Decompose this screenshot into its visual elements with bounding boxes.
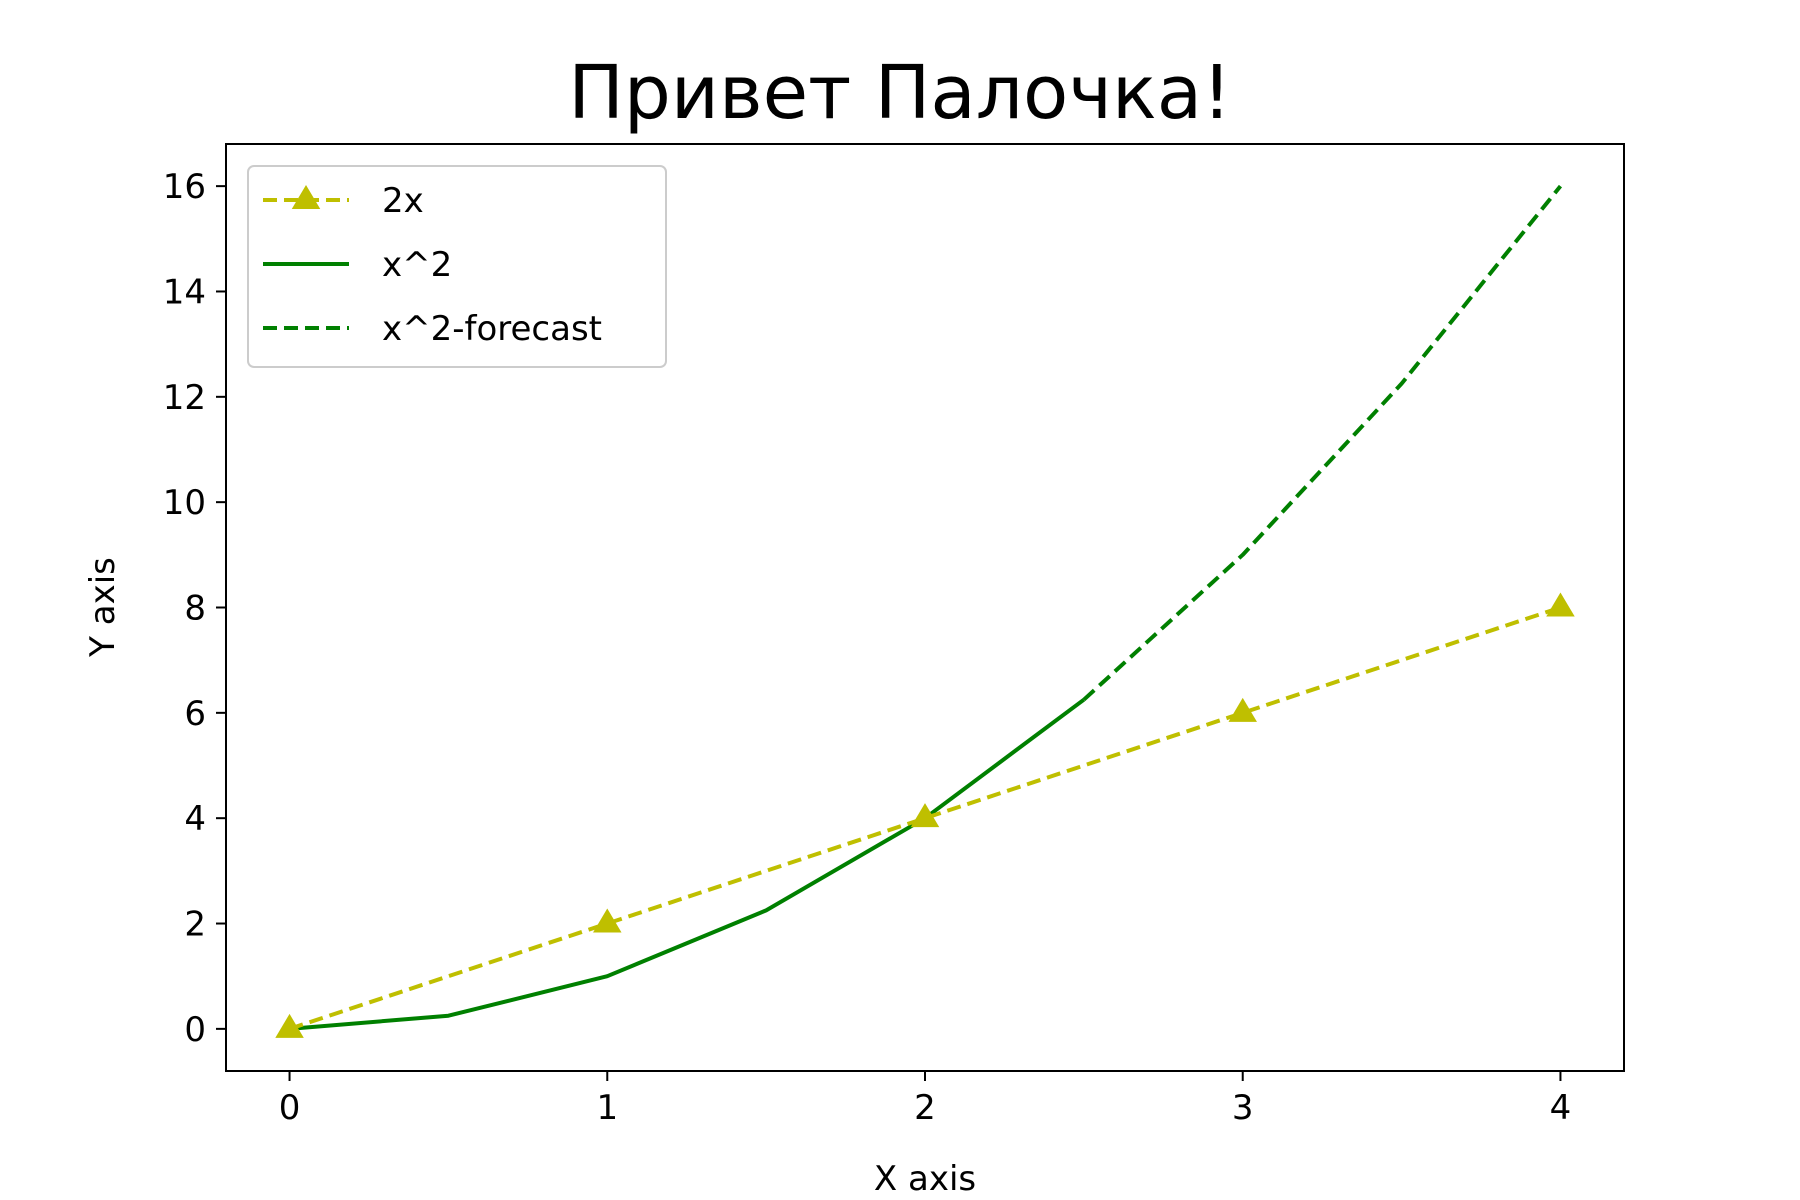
y-tick-label: 10 [163, 483, 206, 523]
x-axis-label: X axis [874, 1159, 976, 1199]
series-line-x-2 [289, 698, 1086, 1031]
x-tick-label: 3 [1232, 1088, 1254, 1128]
y-tick-label: 8 [184, 589, 206, 629]
data-point-marker [593, 908, 622, 933]
y-tick-label: 0 [184, 1010, 206, 1050]
legend-label: x^2-forecast [382, 309, 602, 349]
legend: 2x x^2 x^2-forecast [247, 165, 667, 368]
y-tick-label: 6 [184, 694, 206, 734]
y-tick-label: 14 [163, 272, 206, 312]
legend-label: 2x [382, 181, 424, 221]
series-line-x-2-forecast [1082, 184, 1563, 702]
data-point-marker [910, 803, 940, 828]
data-point-marker [275, 1013, 304, 1038]
y-tick-label: 4 [184, 799, 206, 839]
legend-label: x^2 [382, 245, 452, 285]
y-tick-label: 16 [163, 167, 206, 207]
plot-area [275, 184, 1575, 1038]
y-axis: 0 2 4 6 8 10 12 14 16 [163, 167, 226, 1050]
y-axis-label: Y axis [83, 557, 123, 658]
x-tick-label: 4 [1550, 1088, 1572, 1128]
x-tick-label: 1 [596, 1088, 618, 1128]
y-tick-label: 12 [163, 378, 206, 418]
series-line-2x [288, 605, 1562, 1031]
data-point-marker [1228, 697, 1257, 722]
x-tick-label: 0 [279, 1088, 301, 1128]
x-axis: 0 1 2 3 4 [279, 1071, 1572, 1128]
x-tick-label: 2 [914, 1088, 936, 1128]
y-tick-label: 2 [184, 905, 206, 945]
legend-marker [291, 185, 321, 209]
legend-box [247, 165, 667, 368]
chart-title: Привет Палочка! [568, 50, 1231, 136]
data-point-marker [1546, 592, 1575, 617]
